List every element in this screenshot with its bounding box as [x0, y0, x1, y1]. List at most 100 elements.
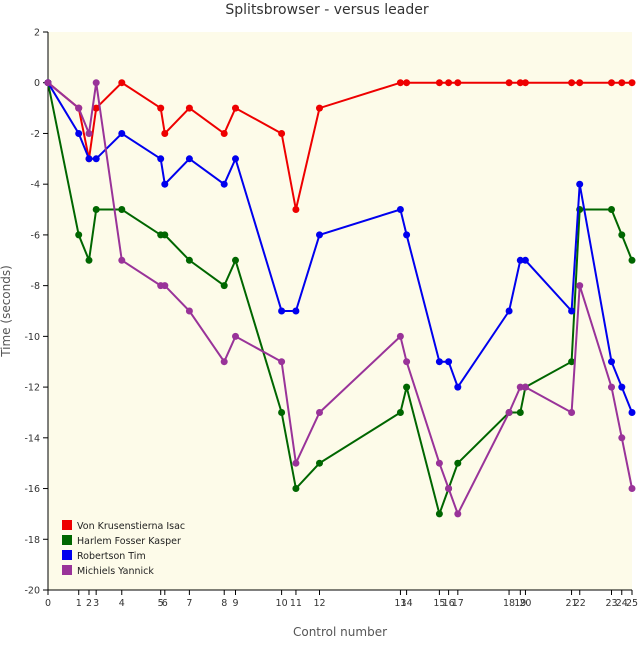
data-point: [435, 510, 443, 518]
series-line: [47, 82, 633, 413]
data-point: [576, 180, 584, 188]
data-point: [628, 256, 636, 264]
data-point: [75, 231, 83, 239]
data-point: [292, 307, 300, 315]
y-tick-label: -18: [24, 535, 40, 546]
x-tick-label: 22: [574, 598, 586, 609]
data-point: [161, 130, 169, 137]
data-point: [445, 485, 453, 492]
data-point: [316, 459, 323, 467]
data-point: [618, 383, 626, 391]
legend: Von Krusenstierna Isac Harlem Fosser Kasp…: [56, 514, 206, 578]
data-point: [608, 79, 615, 87]
x-tick-label: 4: [119, 598, 125, 609]
data-point: [220, 180, 228, 188]
data-point: [92, 206, 100, 213]
y-axis-title: Time (seconds): [0, 265, 13, 358]
x-tick-label: 0: [45, 598, 51, 609]
data-point: [435, 459, 443, 467]
data-point: [628, 485, 636, 492]
data-point: [232, 155, 239, 163]
data-point: [445, 358, 453, 366]
data-point: [232, 256, 239, 264]
data-point: [516, 79, 524, 87]
x-tick-label: 23: [605, 598, 617, 609]
data-point: [92, 155, 100, 163]
data-point: [118, 130, 126, 137]
data-point: [403, 383, 411, 391]
legend-label: Von Krusenstierna Isac: [77, 521, 185, 532]
data-point: [161, 180, 169, 188]
data-point: [157, 104, 165, 112]
data-point: [278, 130, 286, 137]
x-tick-label: 10: [276, 598, 288, 609]
data-point: [185, 104, 193, 112]
x-tick-label: 19: [514, 598, 526, 609]
x-axis-title: Control number: [293, 625, 387, 639]
data-point: [316, 409, 323, 416]
data-point: [220, 358, 228, 366]
data-point: [396, 79, 404, 87]
x-tick-label: 15: [433, 598, 445, 609]
series-1: [44, 79, 636, 213]
data-point: [568, 358, 576, 366]
data-point: [454, 510, 462, 518]
data-point: [396, 206, 404, 213]
data-point: [75, 130, 83, 137]
data-point: [516, 409, 524, 416]
data-point: [454, 459, 462, 467]
data-point: [403, 231, 411, 239]
data-point: [505, 307, 513, 315]
data-point: [85, 130, 93, 137]
data-point: [568, 409, 576, 416]
x-tick-label: 16: [443, 598, 455, 609]
data-point: [316, 231, 323, 239]
x-tick-label: 24: [616, 598, 628, 609]
chart-title: Splitsbrowser - versus leader: [225, 2, 428, 18]
legend-swatch: [62, 550, 72, 560]
y-tick-label: -16: [24, 484, 40, 495]
y-tick-label: -6: [31, 230, 40, 241]
y-tick-label: -2: [31, 129, 40, 140]
data-point: [576, 282, 584, 290]
data-point: [278, 358, 286, 366]
data-point: [403, 358, 411, 366]
data-point: [576, 79, 584, 87]
data-point: [505, 79, 513, 87]
data-point: [608, 358, 615, 366]
data-point: [220, 282, 228, 290]
data-point: [521, 79, 529, 87]
data-point: [608, 206, 615, 213]
series-line: [47, 82, 633, 518]
data-point: [118, 79, 126, 87]
data-point: [628, 409, 636, 416]
data-point: [292, 485, 300, 492]
legend-label: Michiels Yannick: [77, 566, 154, 577]
x-tick-label: 17: [452, 598, 464, 609]
data-point: [505, 409, 513, 416]
data-point: [618, 231, 626, 239]
data-point: [454, 383, 462, 391]
x-tick-label: 21: [566, 598, 578, 609]
data-point: [161, 231, 169, 239]
x-tick-label: 12: [313, 598, 325, 609]
legend-box: [56, 514, 206, 578]
data-point: [278, 307, 286, 315]
data-point: [292, 206, 300, 213]
data-point: [278, 409, 286, 416]
axes: 20-2-4-6-8-10-12-14-16-18-200 1 2 3 4 56 7 8 9 10…: [24, 28, 638, 610]
data-point: [292, 459, 300, 467]
data-point: [185, 155, 193, 163]
x-tick-label: 11: [290, 598, 302, 609]
data-point: [608, 383, 615, 391]
data-point: [396, 409, 404, 416]
data-point: [161, 282, 169, 290]
x-tick-label: 1: [76, 598, 82, 609]
x-tick-label: 25: [626, 598, 638, 609]
data-point: [618, 434, 626, 442]
data-point: [75, 104, 83, 112]
legend-swatch: [62, 535, 72, 545]
data-point: [435, 358, 443, 366]
series-line: [47, 81, 633, 517]
